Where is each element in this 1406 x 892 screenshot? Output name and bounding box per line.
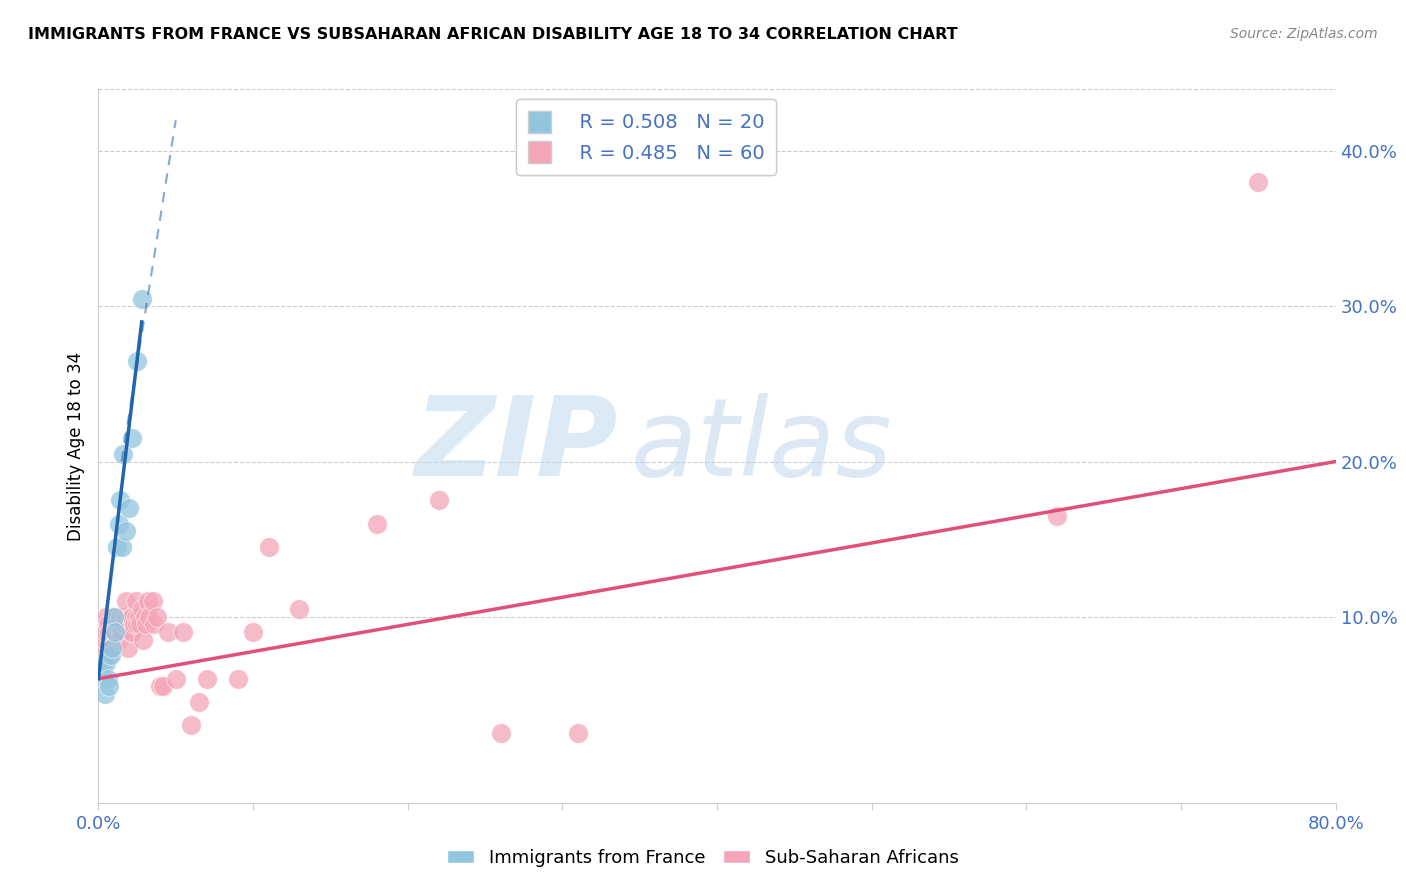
Point [173,625,195,640]
Point [111,625,134,640]
Text: atlas: atlas [630,393,893,499]
Point [121,625,143,640]
Point [157,625,180,640]
Point [100,640,122,655]
Point [96,656,118,670]
Text: ZIP: ZIP [415,392,619,500]
Point [1046,508,1069,523]
Point [118,501,141,516]
Point [111,540,134,554]
Point [149,680,172,694]
Point [98,648,121,663]
Point [121,431,143,445]
Point [143,617,166,632]
Point [127,353,149,368]
Point [117,640,139,655]
Point [93,687,115,701]
Point [91,656,114,670]
Legend:   R = 0.508   N = 20,   R = 0.485   N = 60: R = 0.508 N = 20, R = 0.485 N = 60 [516,99,776,175]
Point [105,617,128,632]
Point [98,680,121,694]
Point [104,617,127,632]
Point [188,695,211,709]
Point [114,617,136,632]
Point [91,672,114,686]
Point [124,609,146,624]
Point [366,516,388,531]
Point [180,718,202,732]
Point [115,524,138,539]
Point [105,540,128,554]
Point [120,609,142,624]
Point [108,609,131,624]
Point [152,680,174,694]
Point [132,632,155,647]
Point [93,632,115,647]
Legend: Immigrants from France, Sub-Saharan Africans: Immigrants from France, Sub-Saharan Afri… [440,842,966,874]
Point [101,640,124,655]
Point [226,672,249,686]
Point [118,617,141,632]
Point [427,493,450,508]
Point [103,625,125,640]
Point [128,609,150,624]
Point [112,447,135,461]
Point [96,609,118,624]
Point [122,617,145,632]
Point [107,516,129,531]
Point [103,609,125,624]
Point [131,292,153,306]
Point [136,594,159,608]
Point [489,726,512,740]
Point [98,625,121,640]
Point [257,540,280,554]
Point [107,617,129,632]
Point [127,617,149,632]
Point [103,609,125,624]
Point [100,648,122,663]
Point [142,594,165,608]
Point [97,617,120,632]
Point [96,625,118,640]
Point [121,609,143,624]
Point [108,493,131,508]
Point [131,602,153,616]
Text: Source: ZipAtlas.com: Source: ZipAtlas.com [1230,27,1378,41]
Point [288,602,311,616]
Point [165,672,187,686]
Point [195,672,218,686]
Point [1247,175,1270,189]
Point [101,640,124,655]
Point [138,609,160,624]
Point [104,625,127,640]
Text: IMMIGRANTS FROM FRANCE VS SUBSAHARAN AFRICAN DISABILITY AGE 18 TO 34 CORRELATION: IMMIGRANTS FROM FRANCE VS SUBSAHARAN AFR… [28,27,957,42]
Point [120,625,142,640]
Point [97,672,120,686]
Y-axis label: Disability Age 18 to 34: Disability Age 18 to 34 [66,351,84,541]
Point [567,726,589,740]
Point [135,617,157,632]
Point [134,609,156,624]
Point [129,617,152,632]
Point [115,609,138,624]
Point [242,625,264,640]
Point [107,632,129,647]
Point [146,609,169,624]
Point [124,594,146,608]
Point [115,594,138,608]
Point [112,617,135,632]
Point [91,648,114,663]
